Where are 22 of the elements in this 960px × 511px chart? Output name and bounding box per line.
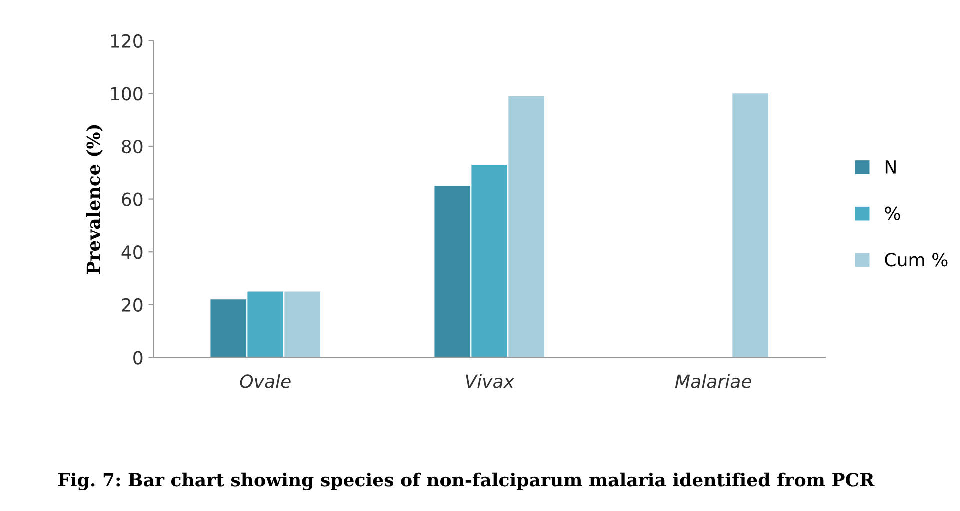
x-tick-label: Ovale <box>240 374 291 388</box>
y-tick-label: 120 <box>111 34 143 48</box>
y-tick-label: 80 <box>122 140 143 154</box>
bar <box>434 186 471 358</box>
x-tick-label: Malariae <box>675 374 752 388</box>
bar <box>472 164 508 358</box>
y-tick-label: 20 <box>122 298 143 312</box>
x-tick-label: Vivax <box>466 374 515 388</box>
y-axis-title: Prevalence (%) <box>86 125 103 274</box>
bar <box>284 292 320 358</box>
legend-label: N <box>886 160 896 174</box>
text: Fig. 7: Bar chart showing species of non-falciparum malaria identified from PCR <box>58 472 875 491</box>
y-tick-label: 0 <box>134 351 143 365</box>
y-tick-label: 100 <box>111 87 143 101</box>
bar <box>248 292 284 358</box>
y-tick-label: 40 <box>122 246 143 260</box>
bar <box>732 94 768 358</box>
y-tick-label: 60 <box>122 192 143 206</box>
bar <box>508 96 544 358</box>
legend-label: % <box>885 206 900 220</box>
legend-label: Cum % <box>885 253 948 267</box>
bar <box>210 300 247 358</box>
